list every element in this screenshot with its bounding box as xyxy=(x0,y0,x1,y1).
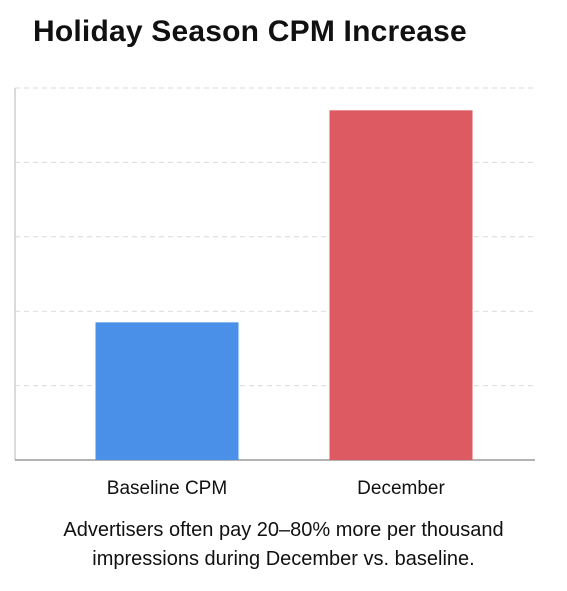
bars xyxy=(95,110,473,460)
bar-baseline-cpm xyxy=(95,322,239,460)
caption-line-2: impressions during December vs. baseline… xyxy=(92,548,475,570)
x-tick-label: Baseline CPM xyxy=(107,478,227,499)
chart-title: Holiday Season CPM Increase xyxy=(33,15,467,48)
x-tick-labels: Baseline CPM December xyxy=(107,478,446,499)
x-tick-label: December xyxy=(357,478,445,499)
caption: Advertisers often pay 20–80% more per th… xyxy=(0,516,567,574)
bar-december xyxy=(329,110,473,460)
caption-line-1: Advertisers often pay 20–80% more per th… xyxy=(63,519,504,541)
bar-chart: Baseline CPM December xyxy=(14,87,535,499)
